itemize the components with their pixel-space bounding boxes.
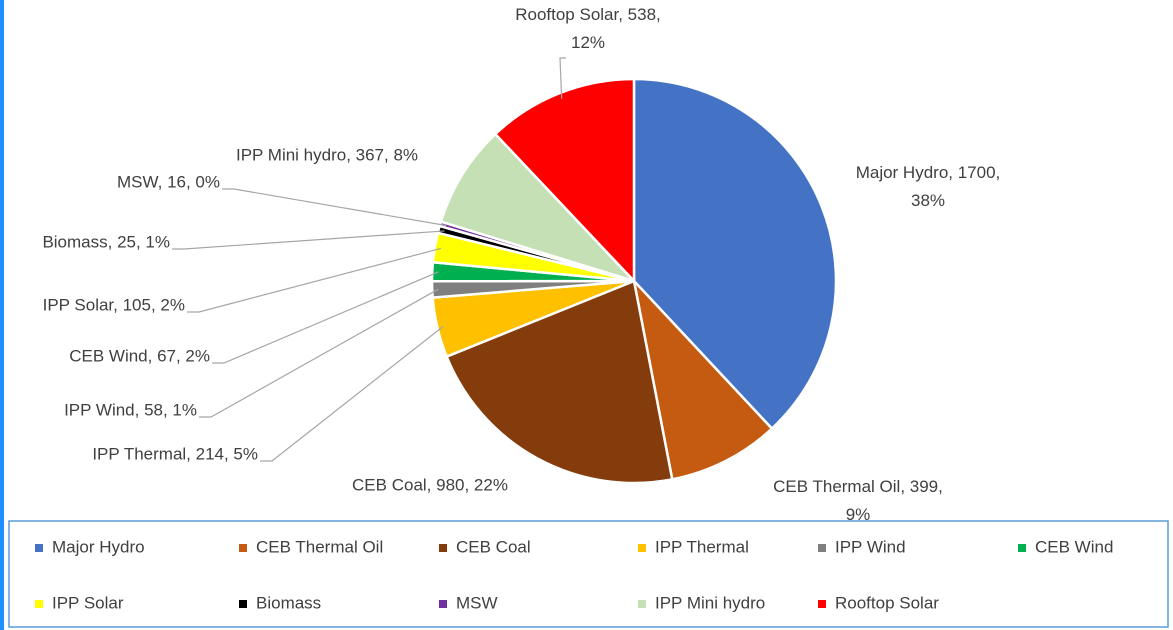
legend-label: CEB Wind — [1035, 537, 1113, 556]
legend-marker — [35, 600, 43, 608]
legend-marker — [818, 600, 826, 608]
data-label: CEB Wind, 67, 2% — [69, 346, 210, 365]
data-label: Biomass, 25, 1% — [42, 232, 170, 251]
legend-marker — [239, 544, 247, 552]
selection-edge — [0, 0, 4, 630]
leader-line — [212, 271, 439, 364]
data-label: CEB Coal, 980, 22% — [352, 475, 508, 494]
data-label: IPP Solar, 105, 2% — [43, 295, 185, 314]
legend-label: Rooftop Solar — [835, 593, 939, 612]
legend-marker — [35, 544, 43, 552]
legend-label: IPP Wind — [835, 537, 906, 556]
legend-marker — [818, 544, 826, 552]
legend-box — [8, 520, 1169, 628]
legend-label: IPP Mini hydro — [655, 593, 765, 612]
legend-label: IPP Thermal — [655, 537, 749, 556]
pie-slice — [439, 132, 639, 284]
data-label: Rooftop Solar, 538, 12% — [515, 5, 661, 52]
leader-line — [172, 230, 445, 250]
leader-line — [199, 288, 439, 418]
data-label: Major Hydro, 1700, 38% — [856, 163, 1001, 210]
legend-marker — [638, 600, 646, 608]
pie — [430, 77, 838, 485]
leader-line — [559, 57, 566, 99]
data-label: IPP Thermal, 214, 5% — [92, 444, 258, 463]
leader-line — [187, 247, 441, 313]
pie-slice — [631, 276, 774, 481]
leader-line — [260, 325, 444, 462]
legend-label: IPP Solar — [52, 593, 124, 612]
pie-slice — [445, 279, 674, 485]
legend-marker — [239, 600, 247, 608]
legend-marker — [1018, 544, 1026, 552]
data-label: MSW, 16, 0% — [117, 172, 220, 191]
pie-slice — [493, 77, 636, 285]
data-label: IPP Mini hydro, 367, 8% — [236, 145, 418, 164]
data-label: IPP Wind, 58, 1% — [64, 400, 197, 419]
legend-label: Biomass — [256, 593, 321, 612]
leader-line — [222, 188, 447, 227]
data-label: CEB Thermal Oil, 399, 9% — [773, 477, 943, 524]
legend-marker — [638, 544, 646, 552]
legend-marker — [439, 600, 447, 608]
legend-label: Major Hydro — [52, 537, 145, 556]
legend-marker — [439, 544, 447, 552]
pie-slice — [632, 77, 838, 431]
data-labels: Major Hydro, 1700, 38% CEB Thermal Oil, 39… — [42, 5, 1000, 524]
legend-label: CEB Thermal Oil — [256, 537, 383, 556]
legend-label: CEB Coal — [456, 537, 531, 556]
legend-label: MSW — [456, 593, 498, 612]
legend: Major Hydro CEB Thermal Oil CEB Coal IPP Th… — [35, 537, 1113, 612]
